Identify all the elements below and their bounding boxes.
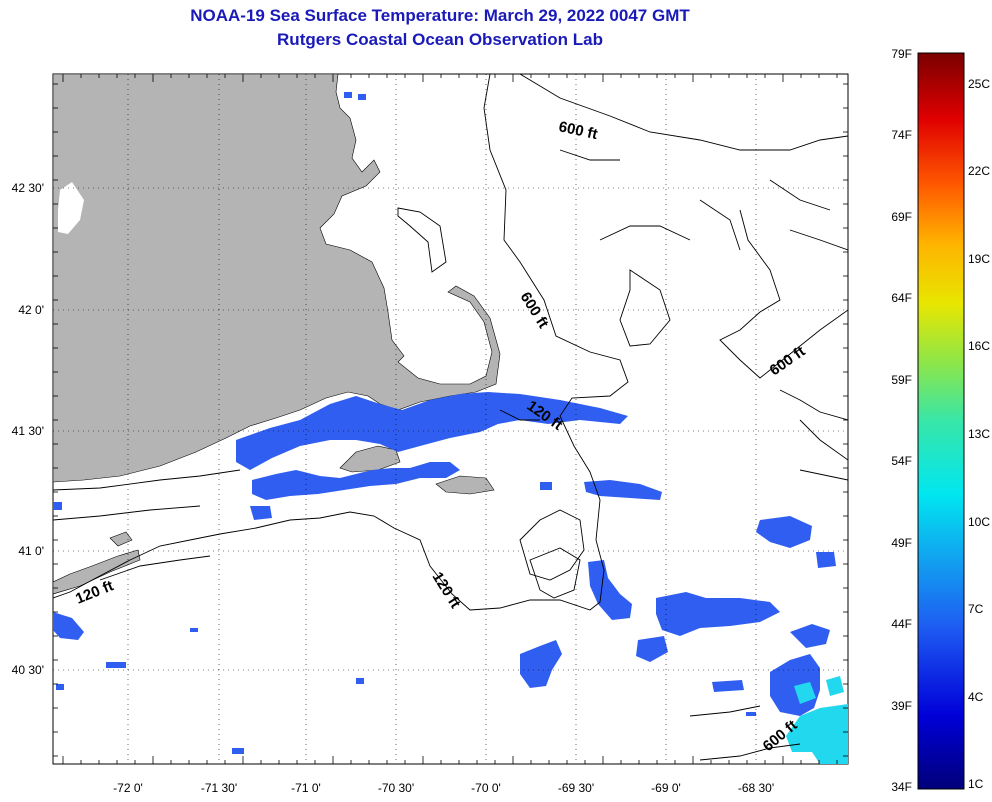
island-nantucket — [435, 475, 495, 495]
colorbar-f-34: 34F — [891, 780, 912, 794]
lon-label-68-30: -68 30' — [738, 781, 774, 795]
colorbar-c-25: 25C — [968, 77, 990, 91]
colorbar-f-79: 79F — [891, 47, 912, 61]
lat-label-42-30: 42 30' — [12, 181, 44, 195]
long-island-tip — [53, 549, 141, 595]
lon-label-69-0: -69 0' — [651, 781, 681, 795]
land-mass — [53, 74, 501, 483]
colorbar-c-13: 13C — [968, 427, 990, 441]
colorbar-f-64: 64F — [891, 291, 912, 305]
colorbar-f-54: 54F — [891, 454, 912, 468]
graticule — [53, 74, 848, 764]
colorbar-c-22: 22C — [968, 164, 990, 178]
colorbar-c-16: 16C — [968, 339, 990, 353]
lat-label-41-30: 41 30' — [12, 424, 44, 438]
colorbar-c-4: 4C — [968, 690, 984, 704]
colorbar-f-49: 49F — [891, 536, 912, 550]
frame-ticks — [53, 74, 848, 764]
map-subtitle: Rutgers Coastal Ocean Observation Lab — [277, 30, 603, 49]
lat-label-42-0: 42 0' — [18, 303, 44, 317]
lon-label-71-30: -71 30' — [201, 781, 237, 795]
colorbar — [917, 52, 965, 790]
lon-label-70-0: -70 0' — [471, 781, 501, 795]
colorbar-c-19: 19C — [968, 252, 990, 266]
colorbar-f-59: 59F — [891, 373, 912, 387]
lon-label-71-0: -71 0' — [291, 781, 321, 795]
bathymetry-contours — [53, 74, 848, 761]
colorbar-f-74: 74F — [891, 128, 912, 142]
island-block — [109, 531, 133, 547]
colorbar-f-39: 39F — [891, 699, 912, 713]
lat-label-41-0: 41 0' — [18, 544, 44, 558]
colorbar-c-7: 7C — [968, 602, 984, 616]
island-marthas-vineyard — [339, 445, 401, 473]
lat-label-40-30: 40 30' — [12, 663, 44, 677]
lon-label-72-0: -72 0' — [113, 781, 143, 795]
colorbar-c-10: 10C — [968, 515, 990, 529]
inland-lake — [58, 182, 84, 234]
lon-label-69-30: -69 30' — [558, 781, 594, 795]
sst-cold-patches — [53, 92, 836, 754]
lon-label-70-30: -70 30' — [378, 781, 414, 795]
colorbar-f-69: 69F — [891, 210, 912, 224]
colorbar-f-44: 44F — [891, 617, 912, 631]
sst-cyan-patches — [786, 676, 848, 764]
colorbar-c-1: 1C — [968, 777, 984, 791]
map-title: NOAA-19 Sea Surface Temperature: March 2… — [190, 6, 690, 25]
